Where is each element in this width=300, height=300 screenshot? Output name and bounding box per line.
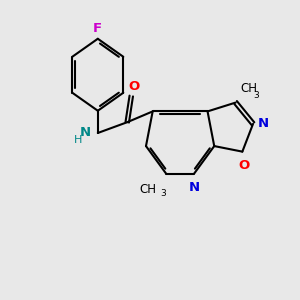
Text: O: O — [238, 159, 249, 172]
Text: N: N — [80, 127, 91, 140]
Text: 3: 3 — [253, 91, 259, 100]
Text: N: N — [258, 117, 269, 130]
Text: F: F — [93, 22, 102, 34]
Text: 3: 3 — [160, 189, 166, 198]
Text: H: H — [74, 135, 83, 145]
Text: N: N — [189, 181, 200, 194]
Text: O: O — [129, 80, 140, 93]
Text: CH: CH — [140, 183, 157, 196]
Text: CH: CH — [241, 82, 257, 95]
